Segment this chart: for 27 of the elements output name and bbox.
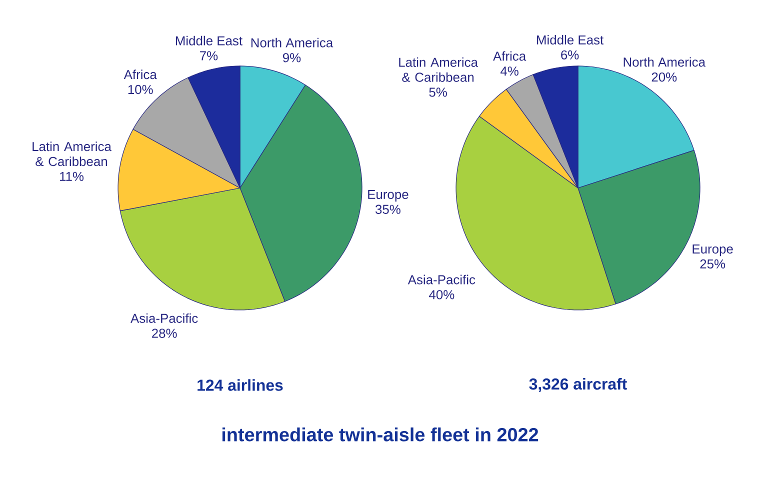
- slice-label: Africa: [493, 51, 526, 61]
- data-label: 28%: [152, 328, 177, 338]
- slice-label: Asia-Pacific: [130, 313, 198, 323]
- slice-label: Europe: [368, 190, 408, 202]
- data-label: 40%: [429, 290, 454, 300]
- slice-label: Europe: [692, 244, 733, 256]
- data-label: 6%: [561, 50, 579, 60]
- data-label: 35%: [375, 204, 400, 214]
- slice-label: North America: [251, 38, 334, 48]
- text: 3,326 aircraft: [529, 378, 627, 392]
- data-label: 25%: [700, 259, 726, 269]
- slice-label: Latin America & Caribbean: [32, 142, 112, 166]
- slice-label: Middle East: [176, 36, 242, 46]
- slice-label: Latin America & Caribbean: [399, 57, 478, 82]
- text: 124 airlines: [198, 379, 283, 391]
- data-label: 7%: [200, 51, 218, 60]
- data-label: 5%: [429, 88, 447, 97]
- slice-label: North America: [624, 57, 706, 67]
- data-label: 11%: [60, 172, 84, 181]
- data-label: 9%: [282, 53, 301, 62]
- slice-label: Africa: [124, 70, 157, 80]
- text: intermediate twin-aisle fleet in 2022: [222, 427, 538, 442]
- data-label: 4%: [500, 66, 518, 76]
- data-label: 20%: [652, 72, 677, 82]
- data-label: 10%: [128, 84, 153, 94]
- slice-label: Asia-Pacific: [408, 274, 476, 284]
- slice-label: Middle East: [537, 35, 604, 45]
